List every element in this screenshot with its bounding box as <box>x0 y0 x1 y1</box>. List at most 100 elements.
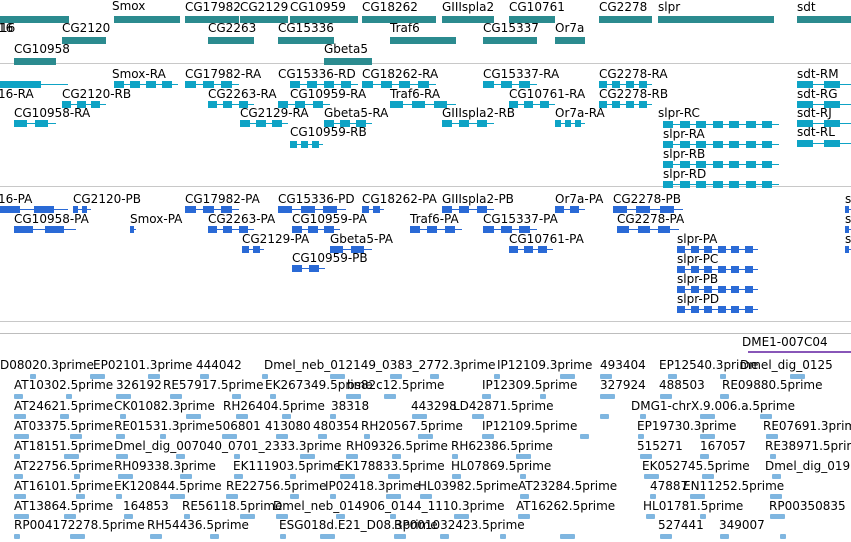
cds-label[interactable]: Gbeta5-PA <box>330 232 393 246</box>
mrna-feature[interactable] <box>35 120 48 127</box>
mrna-feature[interactable] <box>612 81 620 88</box>
cds-feature[interactable] <box>691 306 699 313</box>
mrna-feature[interactable] <box>434 101 447 108</box>
est-feature[interactable] <box>234 474 243 479</box>
est-feature[interactable] <box>690 494 705 499</box>
mrna-feature[interactable] <box>509 101 518 108</box>
est-feature[interactable] <box>790 374 805 379</box>
mrna-feature[interactable] <box>381 81 392 88</box>
cds-feature[interactable] <box>636 206 650 213</box>
est-label[interactable]: RH62386.5prime <box>451 439 553 453</box>
clone-feature[interactable] <box>748 351 851 353</box>
mrna-feature[interactable] <box>713 181 723 188</box>
est-feature[interactable] <box>14 494 26 499</box>
gene-feature[interactable] <box>240 16 288 23</box>
est-feature[interactable] <box>640 414 646 419</box>
est-feature[interactable] <box>760 414 772 419</box>
mrna-feature[interactable] <box>324 120 334 127</box>
mrna-feature[interactable] <box>519 81 530 88</box>
est-label[interactable]: AT24621.5prime <box>14 399 114 413</box>
cds-feature[interactable] <box>130 226 134 233</box>
gene-label[interactable]: CG2129 <box>240 0 289 14</box>
est-label[interactable]: DMG1-chrX.9.006.a.5prime <box>631 399 795 413</box>
mrna-feature[interactable] <box>412 101 425 108</box>
est-label[interactable]: 167057 <box>700 439 746 453</box>
mrna-feature[interactable] <box>626 81 634 88</box>
mrna-feature[interactable] <box>356 120 366 127</box>
mrna-feature[interactable] <box>680 181 690 188</box>
cds-label[interactable]: CG15336-PD <box>278 192 355 206</box>
est-label[interactable]: RP00350835 <box>769 499 846 513</box>
cds-feature[interactable] <box>445 226 455 233</box>
est-label[interactable]: 443298 <box>411 399 457 413</box>
mrna-feature[interactable] <box>555 120 561 127</box>
cds-label[interactable]: CG2278-PB <box>613 192 682 206</box>
est-label[interactable]: 488503 <box>659 378 705 392</box>
gene-label[interactable]: CG17982 <box>185 0 241 14</box>
gene-feature[interactable] <box>658 16 774 23</box>
est-feature[interactable] <box>184 514 190 519</box>
gene-feature[interactable] <box>362 16 436 23</box>
est-feature[interactable] <box>176 454 185 459</box>
mrna-feature[interactable] <box>680 141 690 148</box>
cds-feature[interactable] <box>301 206 315 213</box>
gene-feature[interactable] <box>208 37 254 44</box>
est-feature[interactable] <box>518 514 530 519</box>
est-feature[interactable] <box>700 414 715 419</box>
est-label[interactable]: EK178833.5prime <box>337 459 445 473</box>
est-feature[interactable] <box>418 434 433 439</box>
est-feature[interactable] <box>124 514 133 519</box>
est-feature[interactable] <box>520 474 526 479</box>
cds-feature[interactable] <box>73 206 78 213</box>
est-label[interactable]: EK120844.5prime <box>114 479 222 493</box>
est-feature[interactable] <box>116 454 128 459</box>
est-feature[interactable] <box>270 394 276 399</box>
est-feature[interactable] <box>430 374 439 379</box>
est-label[interactable]: 527441 <box>658 518 704 532</box>
est-feature[interactable] <box>668 374 677 379</box>
est-feature[interactable] <box>170 394 182 399</box>
mrna-feature[interactable] <box>696 181 706 188</box>
est-feature[interactable] <box>394 534 406 539</box>
est-feature[interactable] <box>412 414 427 419</box>
est-feature[interactable] <box>640 454 652 459</box>
mrna-label[interactable]: Gbeta5-RA <box>324 106 389 120</box>
cds-feature[interactable] <box>239 226 248 233</box>
mrna-label[interactable]: GIIIspla2-RB <box>442 106 516 120</box>
est-label[interactable]: CK01082.3prime <box>114 399 215 413</box>
est-label[interactable]: Dmel_neb_014906_0144_1110.3prime <box>273 499 505 513</box>
mrna-label[interactable]: sdt-RJ <box>797 106 832 120</box>
cds-label[interactable]: slpr-PA <box>677 232 718 246</box>
est-feature[interactable] <box>236 414 248 419</box>
est-feature[interactable] <box>452 474 461 479</box>
est-label[interactable]: HL01781.5prime <box>643 499 744 513</box>
gene-feature[interactable] <box>390 37 456 44</box>
mrna-feature[interactable] <box>824 101 840 108</box>
mrna-feature[interactable] <box>0 81 41 88</box>
cds-feature[interactable] <box>718 266 726 273</box>
mrna-feature[interactable] <box>680 161 690 168</box>
gene-label[interactable]: CG10761 <box>509 0 565 14</box>
est-label[interactable]: AT18151.5prime <box>14 439 114 453</box>
est-label[interactable]: RH09338.3prime <box>114 459 216 473</box>
cds-feature[interactable] <box>745 306 753 313</box>
est-feature[interactable] <box>222 434 237 439</box>
cds-label[interactable]: Or7a-PA <box>555 192 604 206</box>
mrna-feature[interactable] <box>399 81 410 88</box>
cds-feature[interactable] <box>509 246 518 253</box>
est-label[interactable]: 413080 <box>265 419 311 433</box>
est-label[interactable]: AT22756.5prime <box>14 459 114 473</box>
mrna-feature[interactable] <box>301 141 308 148</box>
est-feature[interactable] <box>14 534 20 539</box>
mrna-feature[interactable] <box>272 120 282 127</box>
est-feature[interactable] <box>390 514 396 519</box>
mrna-label[interactable]: CG2263-RA <box>208 87 277 101</box>
est-feature[interactable] <box>14 434 29 439</box>
cds-feature[interactable] <box>0 206 20 213</box>
gene-feature[interactable] <box>509 16 555 23</box>
est-feature[interactable] <box>64 514 76 519</box>
mrna-feature[interactable] <box>290 81 300 88</box>
cds-feature[interactable] <box>718 246 726 253</box>
est-label[interactable]: 327924 <box>600 378 646 392</box>
cds-feature[interactable] <box>427 226 437 233</box>
